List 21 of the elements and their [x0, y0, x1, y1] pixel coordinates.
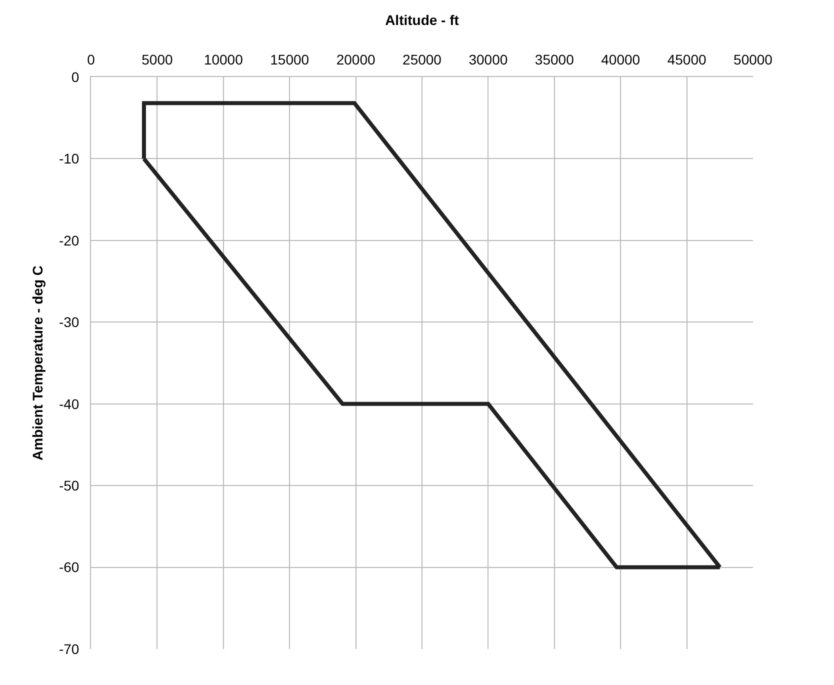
- x-tick-label: 5000: [142, 51, 173, 68]
- x-tick-label: 0: [87, 51, 96, 68]
- x-tick-label: 15000: [270, 51, 310, 68]
- y-tick-label: 0: [71, 68, 80, 85]
- x-tick-label: 45000: [667, 51, 706, 68]
- x-tick-label: 35000: [534, 51, 574, 68]
- x-tick-label: 25000: [402, 51, 442, 68]
- y-tick-label: -50: [58, 477, 80, 494]
- x-tick-label: 50000: [734, 51, 773, 68]
- x-tick-label: 20000: [336, 51, 376, 68]
- x-tick-label: 40000: [601, 51, 640, 68]
- y-tick-label: -10: [58, 150, 80, 167]
- x-tick-label: 30000: [468, 51, 508, 68]
- y-tick-label: -20: [58, 232, 80, 248]
- x-axis-title: Altitude - ft: [385, 12, 460, 28]
- y-tick-label: -60: [58, 559, 80, 576]
- y-tick-label: -70: [58, 640, 80, 657]
- y-tick-label: -40: [58, 396, 80, 412]
- x-tick-label: 10000: [204, 51, 244, 68]
- y-axis-title: Ambient Temperature - deg C: [30, 266, 46, 460]
- y-tick-label: -30: [58, 314, 80, 330]
